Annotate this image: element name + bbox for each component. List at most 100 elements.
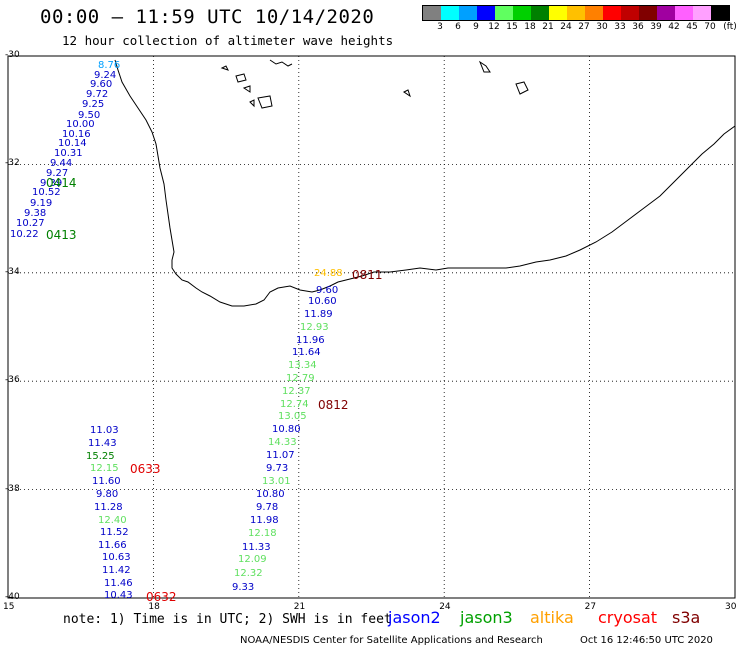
map-subtitle: 12 hour collection of altimeter wave hei… [62,33,394,48]
wave-height-value: 11.07 [266,450,295,461]
pass-time-label: 0632 [146,590,177,604]
wave-height-value: 10.27 [16,218,45,229]
satellite-legend-jason2: jason2 [388,608,441,627]
wave-height-value: 12.93 [300,322,329,333]
wave-height-value: 11.96 [296,335,325,346]
color-legend-bar [422,5,730,21]
footer-credit: NOAA/NESDIS Center for Satellite Applica… [240,635,543,646]
color-swatch [621,6,639,20]
color-swatch [477,6,495,20]
color-swatch [657,6,675,20]
wave-height-value: 11.98 [250,515,279,526]
color-swatch [531,6,549,20]
color-swatch [549,6,567,20]
color-legend-label: 9 [473,22,479,32]
color-legend-label: 39 [650,22,662,32]
color-legend-label: 18 [524,22,536,32]
wave-height-value: 9.60 [316,285,339,296]
latitude-label: -36 [5,375,20,386]
island-5 [249,99,255,108]
latitude-label: -34 [5,266,20,277]
wave-height-value: 9.24 [94,70,117,81]
wave-height-value: 13.05 [278,411,307,422]
wave-height-value: 11.03 [90,425,119,436]
longitude-label: 30 [725,602,737,612]
longitude-label: 27 [584,602,597,612]
color-swatch [711,6,729,20]
wave-height-value: 12.37 [282,386,311,397]
color-legend-label: 15 [506,22,518,32]
longitude-label: 18 [148,602,160,612]
color-legend-unit: (ft) [723,22,737,32]
wave-height-value: 10.43 [104,590,133,601]
island-3 [242,85,251,93]
color-swatch [441,6,459,20]
wave-height-value: 10.63 [102,552,131,563]
pass-time-label: 0414 [46,176,77,190]
wave-height-value: 11.43 [88,438,117,449]
wave-height-value: 9.72 [86,89,109,100]
color-swatch [585,6,603,20]
map-frame [7,55,736,599]
wave-height-value: 9.78 [256,502,279,513]
wave-height-value: 9.25 [82,99,105,110]
color-legend-label: 21 [542,22,554,32]
wave-height-value: 12.09 [238,554,267,565]
wave-height-value: 11.28 [94,502,123,513]
color-legend-label: 27 [578,22,590,32]
wave-height-value: 9.27 [46,168,69,179]
wave-height-value: 10.16 [62,129,91,140]
coastline-west-cape [114,59,736,307]
wave-height-value: 9.80 [96,489,119,500]
wave-height-value: 9.73 [266,463,289,474]
pass-time-label: 0811 [352,268,383,282]
wave-height-value: 9.60 [90,79,113,90]
footer-timestamp: Oct 16 12:46:50 UTC 2020 [580,635,713,646]
wave-height-value: 14.33 [268,437,297,448]
latitude-label: -40 [5,592,20,602]
wave-height-value: 11.52 [100,527,129,538]
wave-height-value: 11.64 [292,347,321,358]
color-legend-label: 36 [632,22,644,32]
color-legend-label: 70 [704,22,716,32]
island-8 [515,81,529,95]
wave-height-value: 10.80 [272,424,301,435]
color-legend-label: 12 [488,22,500,32]
island-6 [403,89,411,98]
wave-height-value: 10.52 [32,187,61,198]
wave-height-value: 12.79 [286,373,315,384]
wave-height-value: 9.50 [78,110,101,121]
coastline-north [269,59,293,67]
color-swatch [567,6,585,20]
satellite-legend-jason3: jason3 [460,608,513,627]
wave-height-value: 12.40 [98,515,127,526]
color-legend-label: 42 [668,22,680,32]
color-legend-label: 45 [686,22,698,32]
latitude-label: -38 [5,483,20,494]
wave-height-value: 11.42 [102,565,131,576]
island-1 [220,65,229,71]
color-legend-label: 6 [455,22,461,32]
color-legend-label: 33 [614,22,626,32]
wave-height-value: 9.39 [40,178,63,189]
island-7 [478,60,491,73]
wave-height-value: 13.34 [288,360,317,371]
wave-height-value: 10.31 [54,148,83,159]
color-swatch [423,6,441,20]
color-legend-label: 30 [596,22,608,32]
pass-time-label: 0812 [318,398,349,412]
satellite-legend-s3a: s3a [672,608,701,627]
longitude-label: 24 [439,602,451,612]
island-2 [235,73,247,83]
wave-height-value: 9.38 [24,208,47,219]
longitude-label: 15 [3,602,15,612]
wave-height-value: 10.80 [256,489,285,500]
footer-note: note: 1) Time is in UTC; 2) SWH is in fe… [63,612,392,627]
latitude-label: -32 [5,158,20,169]
pass-time-label: 0413 [46,228,77,242]
color-swatch [459,6,477,20]
wave-height-value: 10.60 [308,296,337,307]
wave-height-value: 12.15 [90,463,119,474]
wave-height-value: 9.44 [50,158,73,169]
wave-height-value: 13.01 [262,476,291,487]
